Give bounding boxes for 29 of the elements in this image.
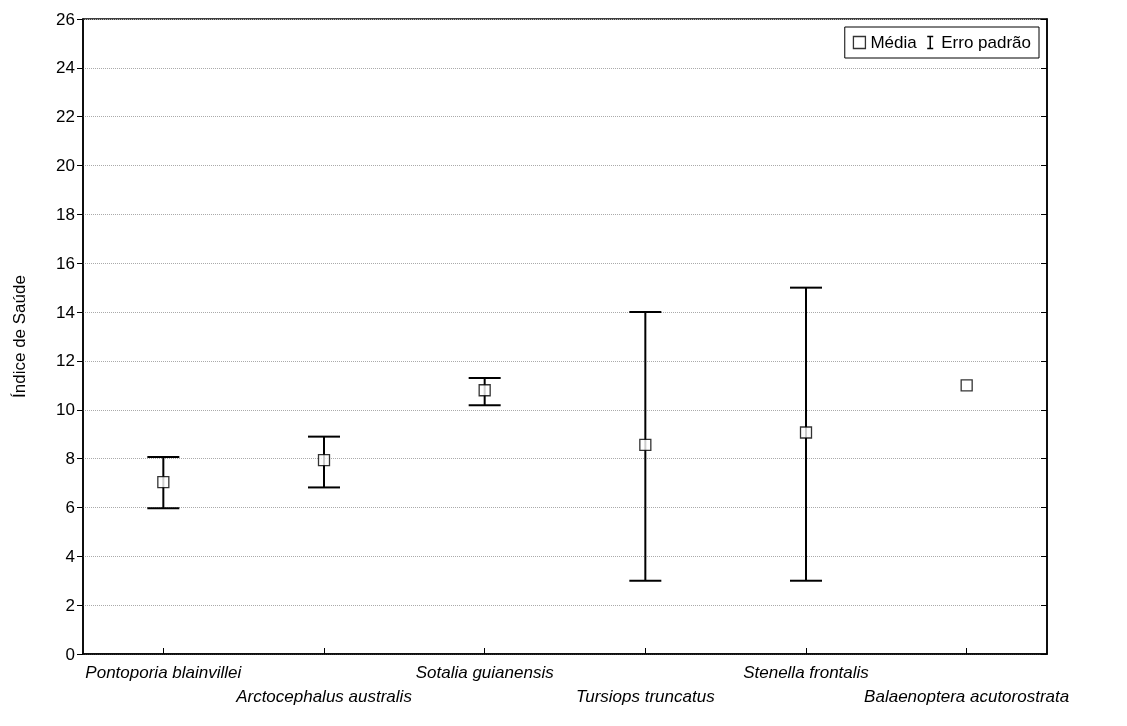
y-tick-label: 2 (65, 595, 75, 615)
y-tick-label: 20 (56, 156, 75, 176)
x-tick-label: Stenella frontalis (743, 662, 870, 682)
y-tick-label: 16 (56, 253, 75, 273)
y-tick-label: 6 (65, 497, 75, 517)
y-tick-label: 4 (65, 546, 75, 566)
point (478, 384, 491, 397)
y-tick-label: 14 (56, 302, 75, 322)
legend-label: Média (870, 33, 918, 52)
point (157, 475, 170, 489)
y-tick-label: 0 (65, 644, 75, 664)
y-tick-label: 10 (56, 400, 75, 420)
y-tick-label: 8 (65, 449, 75, 469)
x-tick-label: Arctocephalus australis (235, 686, 413, 706)
x-tick-label: Balaenoptera acutorostrata (864, 686, 1070, 706)
point (639, 438, 652, 452)
y-axis-title: Índice de Saúde (10, 275, 29, 398)
y-tick-label: 18 (56, 204, 75, 224)
y-tick-label: 12 (56, 351, 75, 371)
y-tick-label: 22 (56, 107, 75, 127)
point (317, 453, 331, 467)
y-tick-label: 24 (56, 58, 75, 78)
y-tick-label: 26 (56, 9, 75, 29)
point (799, 426, 813, 439)
annotation: Erro padrão (941, 33, 1032, 52)
x-tick-label: Pontoporia blainvillei (85, 662, 243, 682)
x-tick-label: Tursiops truncatus (576, 686, 716, 706)
point (960, 379, 973, 392)
x-tick-label: Sotalia guianensis (415, 662, 555, 682)
